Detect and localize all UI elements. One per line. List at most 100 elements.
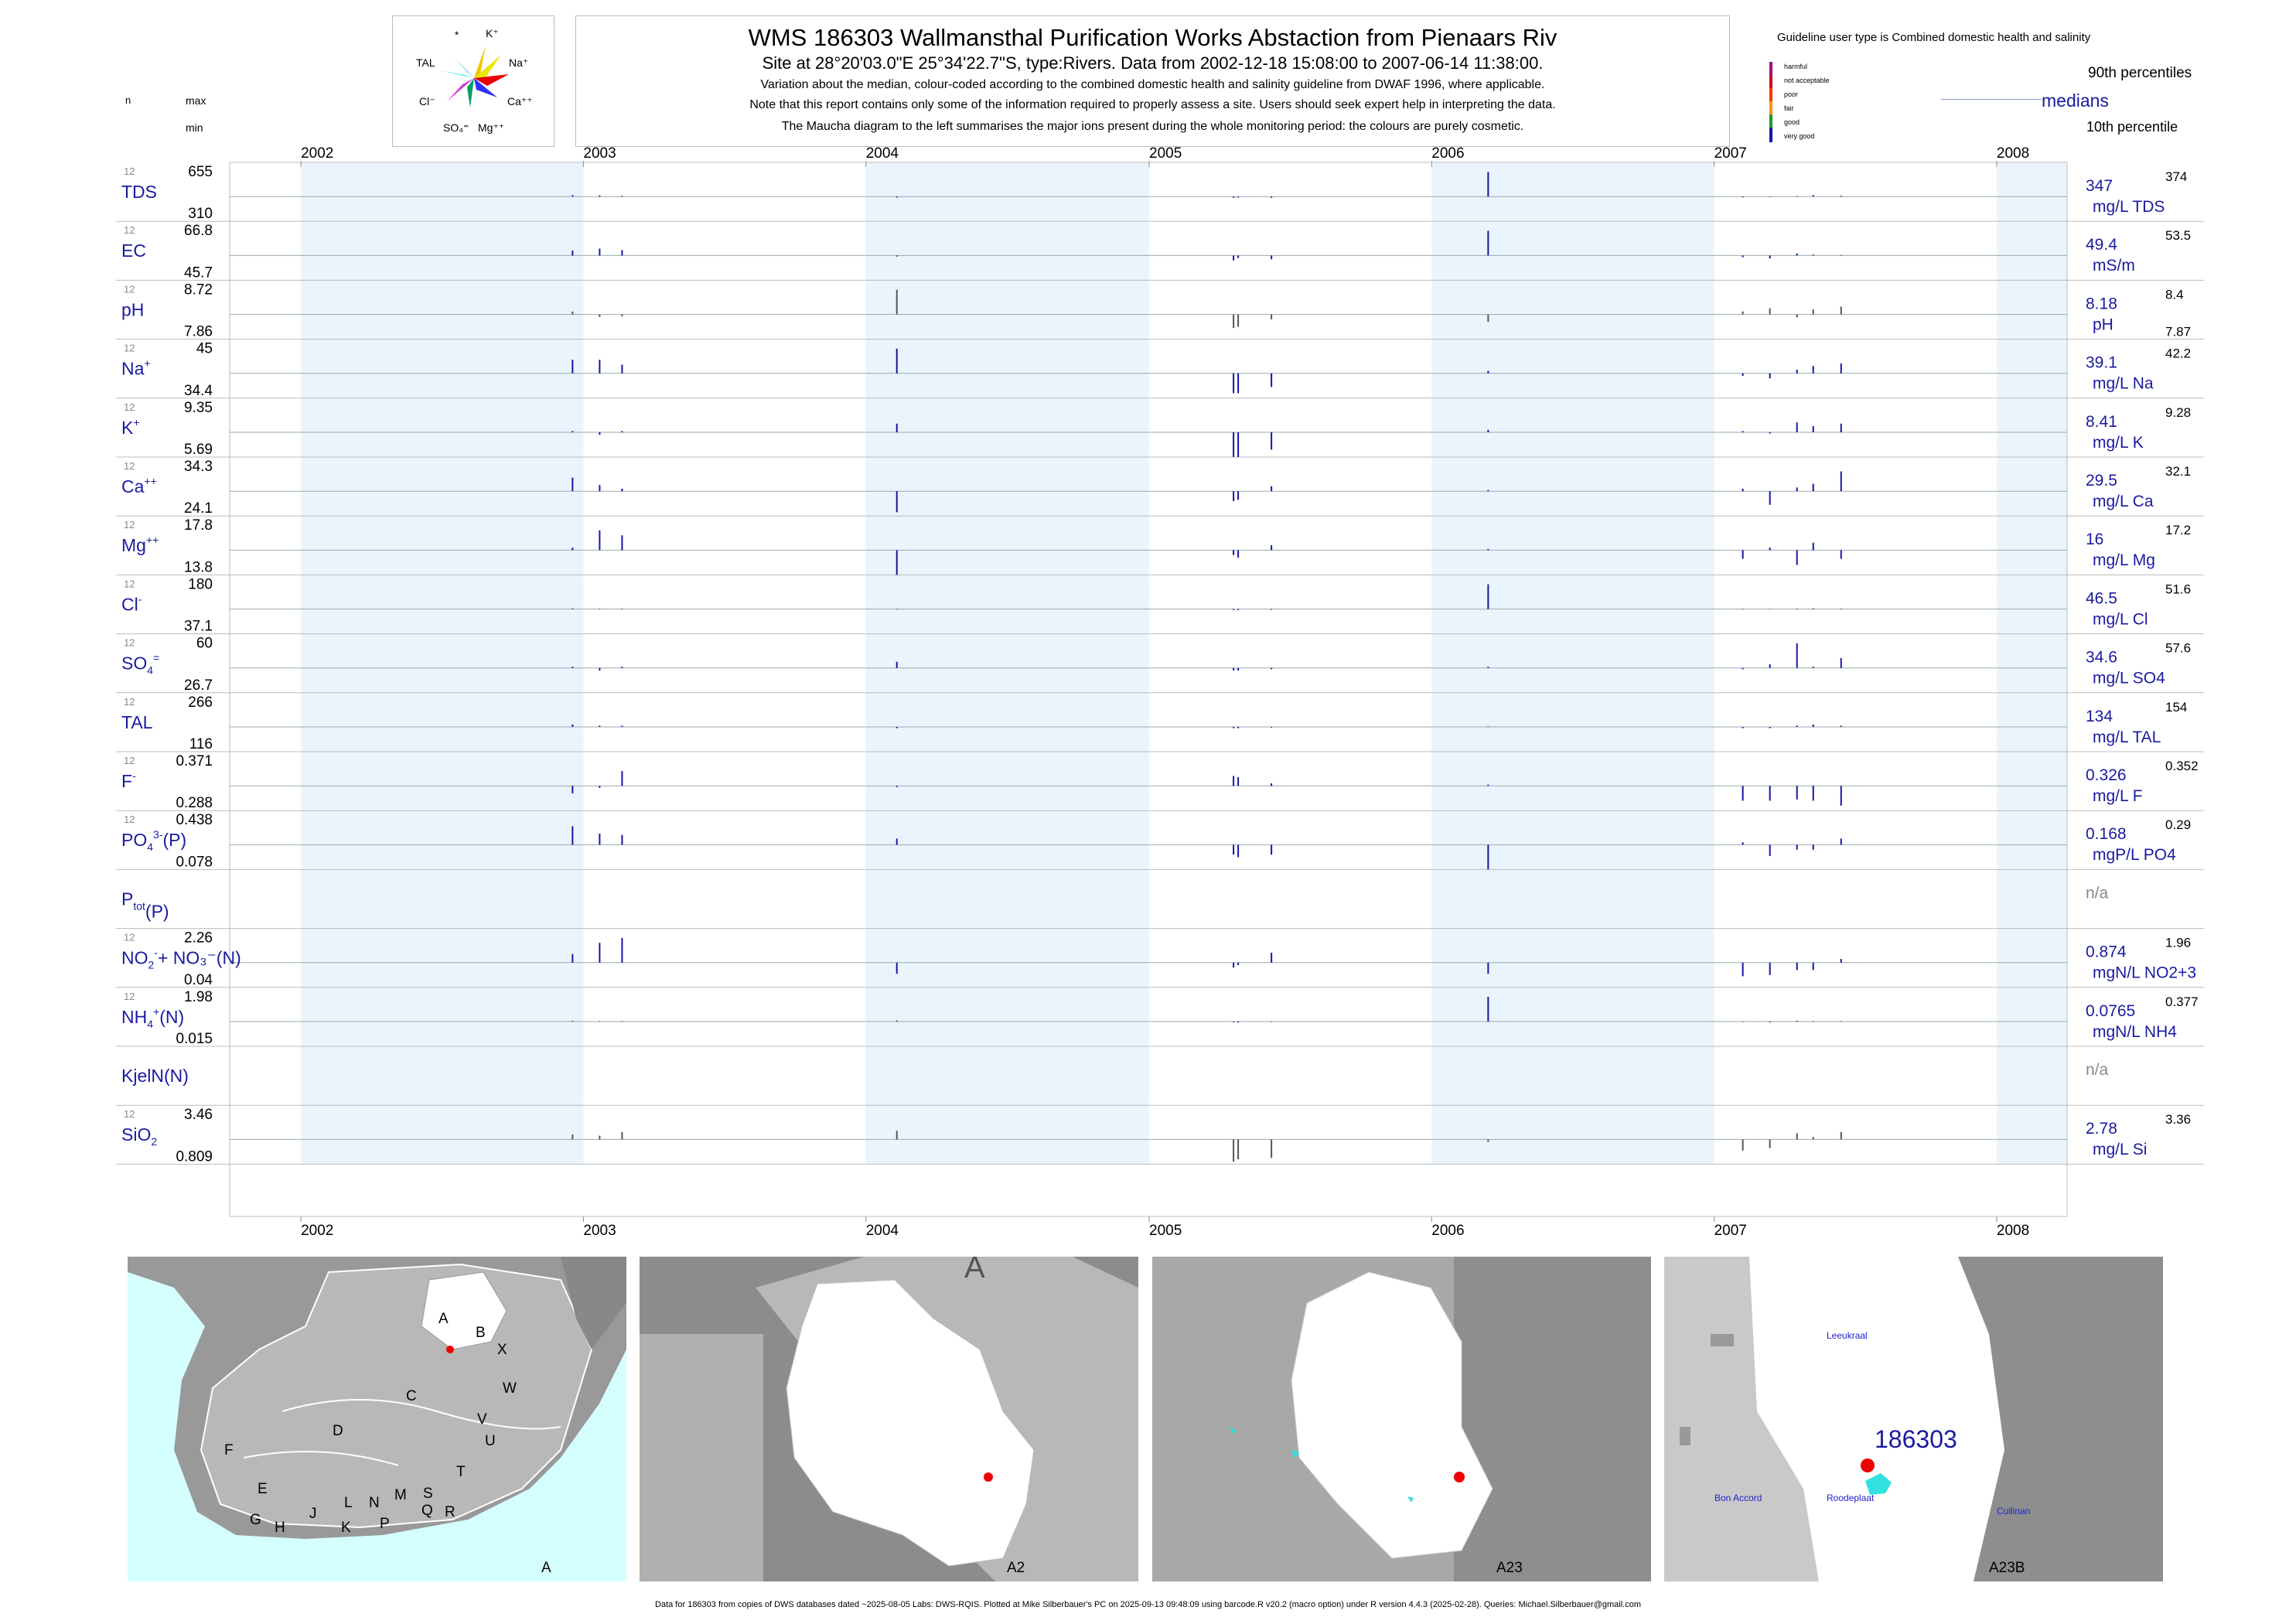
row-p90: 0.29 [2165, 817, 2191, 832]
row-n: 12 [124, 343, 135, 354]
row-n: 12 [124, 755, 135, 766]
row-label: TAL [121, 712, 153, 732]
row-min: 0.015 [176, 1031, 213, 1047]
row-max: 1.98 [184, 989, 213, 1005]
row-min: 34.4 [184, 383, 213, 399]
row-n: 12 [124, 637, 135, 649]
row-n: 12 [124, 401, 135, 413]
year-label-bottom-2007: 2007 [1714, 1223, 1747, 1239]
row-min: 310 [188, 206, 213, 222]
map-site-label: 186303 [1875, 1425, 1957, 1453]
row-p90: 374 [2165, 169, 2187, 184]
maucha-star-icon [439, 46, 509, 107]
row-p90: 9.28 [2165, 405, 2191, 420]
row-n: 12 [124, 165, 135, 177]
row-n: 12 [124, 814, 135, 825]
legend-class-0: harmful [1784, 63, 1808, 70]
map-letter-c: C [406, 1388, 417, 1404]
row-max: 45 [196, 341, 213, 357]
deviation-bars [571, 172, 1842, 1162]
row-label: SO4= [121, 652, 159, 677]
note-3: The Maucha diagram to the left summarise… [781, 120, 1524, 133]
row-min: 24.1 [184, 500, 213, 517]
map-letter-p: Q [421, 1503, 433, 1519]
maucha-label-k: K⁺ [486, 27, 499, 39]
map-letter-n: N [369, 1495, 380, 1511]
row-n: 12 [124, 932, 135, 943]
maucha-label-ca: Ca⁺⁺ [507, 95, 533, 107]
row-median: 34.6 [2086, 649, 2117, 667]
map-label-a: A [541, 1560, 551, 1576]
row-median: 0.0765 [2086, 1002, 2135, 1020]
map-letter-h: H [275, 1520, 285, 1536]
legend-class-3: fair [1784, 104, 1794, 112]
row-min: 7.86 [184, 324, 213, 340]
row-median: 0.326 [2086, 766, 2127, 784]
row-unit: mg/L Na [2093, 375, 2154, 393]
row-min: 26.7 [184, 677, 213, 694]
row-max: 0.438 [176, 812, 213, 828]
map-letter-j: J [309, 1506, 317, 1522]
row-label: KjelN(N) [121, 1066, 189, 1086]
map-letter-q: M [394, 1487, 407, 1503]
row-p90: 1.96 [2165, 936, 2191, 950]
row-p10: 7.87 [2165, 325, 2191, 339]
header-n: n [125, 94, 131, 106]
year-label-bottom-2004: 2004 [866, 1223, 899, 1239]
legend-medians: medians [2042, 90, 2109, 111]
map-letter-d: D [333, 1423, 343, 1439]
row-median: 0.874 [2086, 943, 2127, 961]
year-label-bottom-2005: 2005 [1149, 1223, 1182, 1239]
row-max: 17.8 [184, 517, 213, 534]
row-p90: 154 [2165, 700, 2187, 715]
row-unit: mgN/L NH4 [2093, 1023, 2177, 1041]
map-letter-s: S [423, 1486, 433, 1502]
row-unit: mg/L K [2093, 434, 2144, 452]
row-median: 8.41 [2086, 413, 2117, 431]
site-subtitle: Site at 28°20'03.0"E 25°34'22.7"S, type:… [762, 53, 1544, 73]
row-label: NH4+(N) [121, 1005, 184, 1030]
row-unit: mgN/L NO2+3 [2093, 964, 2196, 982]
maucha-label-na: Na⁺ [509, 56, 529, 69]
year-shade-2006 [1431, 162, 1714, 1165]
row-n: 12 [124, 1108, 135, 1120]
year-label-top-2002: 2002 [301, 145, 333, 162]
legend-class-2: poor [1784, 90, 1799, 98]
row-n: 12 [124, 991, 135, 1002]
page-title: WMS 186303 Wallmansthal Purification Wor… [748, 24, 1557, 51]
row-label: pH [121, 299, 144, 319]
row-unit: mg/L Si [2093, 1141, 2147, 1158]
row-max: 34.3 [184, 459, 213, 475]
header-max: max [186, 94, 206, 107]
row-p90: 0.352 [2165, 759, 2199, 773]
row-n: 12 [124, 578, 135, 589]
row-median: 2.78 [2086, 1120, 2117, 1138]
row-median: 347 [2086, 177, 2113, 195]
row-max: 8.72 [184, 281, 213, 298]
plot-frame [229, 162, 2068, 1217]
map-letter-w: W [503, 1380, 517, 1397]
year-label-top-2008: 2008 [1997, 145, 2029, 162]
row-unit: mg/L Ca [2093, 493, 2154, 510]
row-unit: mS/m [2093, 257, 2135, 275]
year-shade-2008 [1996, 162, 2067, 1165]
row-p90: 3.36 [2165, 1112, 2191, 1127]
year-label-top-2003: 2003 [583, 145, 616, 162]
map-a23: A23 [1152, 1257, 1651, 1581]
row-label: SiO2 [121, 1124, 157, 1148]
year-label-bottom-2008: 2008 [1997, 1223, 2029, 1239]
row-unit: mg/L SO4 [2093, 670, 2165, 687]
row-label: TDS [121, 182, 157, 202]
legend-median-line [1941, 99, 2042, 100]
row-max: 66.8 [184, 223, 213, 239]
row-min: 5.69 [184, 442, 213, 458]
legend-p90: 90th percentiles [2088, 65, 2192, 81]
title-box: WMS 186303 Wallmansthal Purification Wor… [575, 15, 1730, 147]
row-max: 2.26 [184, 930, 213, 947]
legend-colour-bar [1769, 62, 1772, 142]
map-letter-b: B [476, 1325, 486, 1341]
row-median: 134 [2086, 708, 2113, 725]
row-max: 3.46 [184, 1107, 213, 1123]
